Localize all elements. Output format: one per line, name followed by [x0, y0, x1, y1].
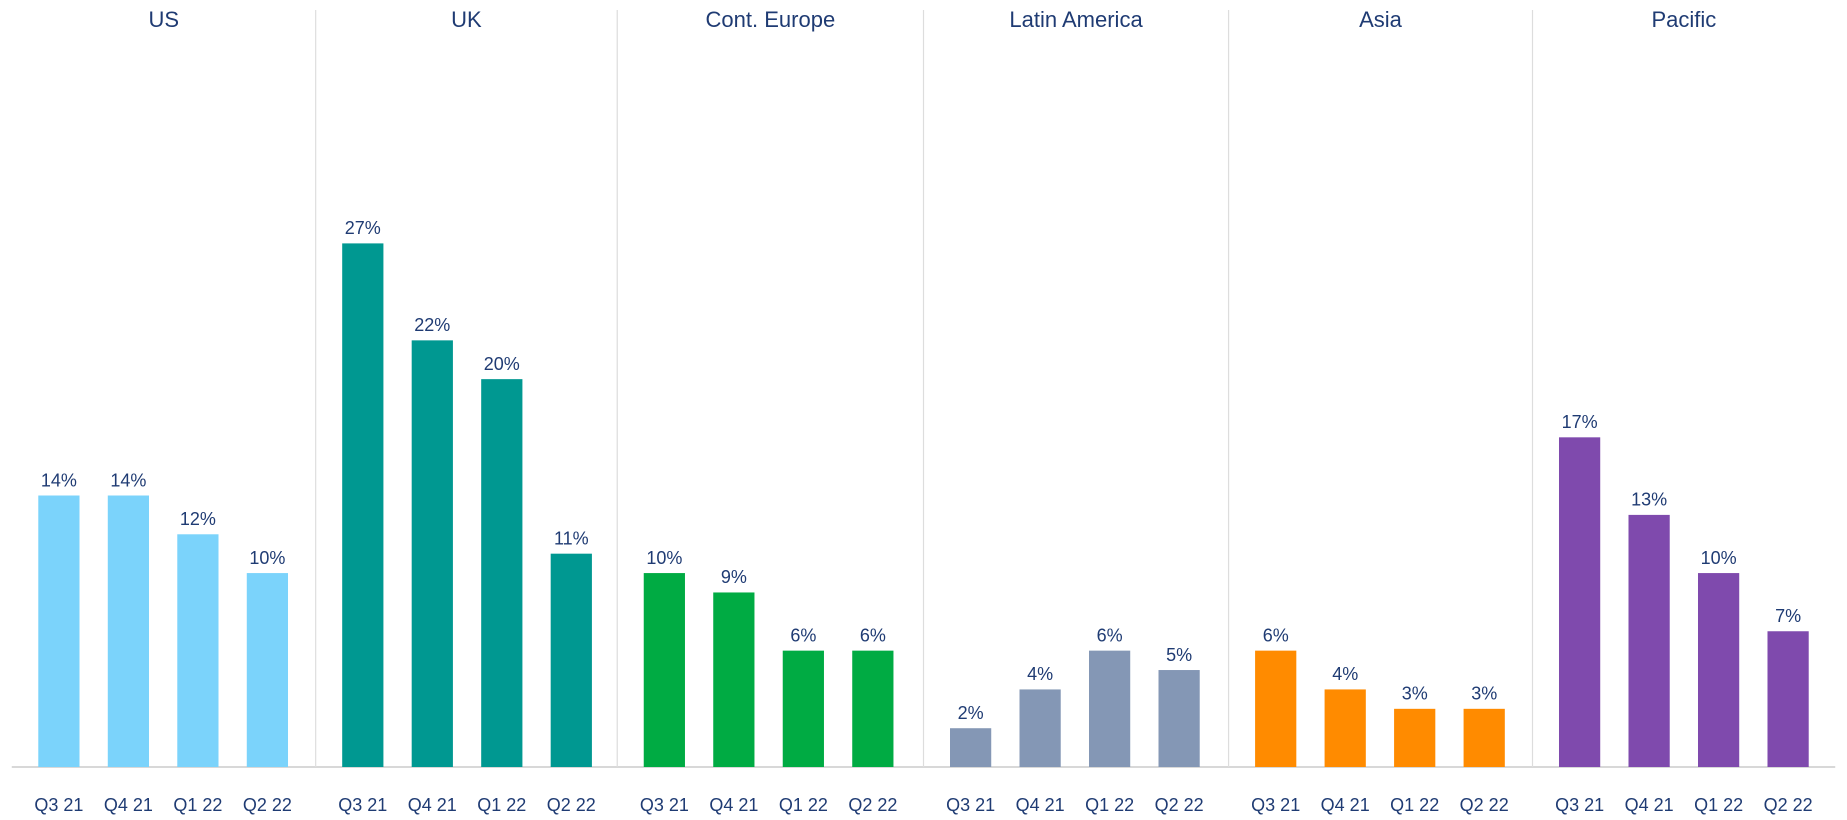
bar [1394, 708, 1436, 767]
value-label: 13% [1631, 490, 1667, 510]
bar [1767, 631, 1809, 767]
value-label: 10% [1701, 548, 1737, 568]
bar [1697, 573, 1740, 767]
x-tick-label: Q3 21 [946, 795, 995, 815]
value-label: 17% [1562, 412, 1598, 432]
x-tick-label: Q4 21 [1321, 795, 1370, 815]
value-label: 14% [41, 470, 77, 490]
bar [1558, 437, 1601, 767]
value-label: 27% [345, 218, 381, 238]
bar [782, 650, 824, 767]
bar [38, 495, 80, 767]
bar [177, 534, 219, 767]
x-tick-label: Q3 21 [1555, 795, 1604, 815]
x-tick-label: Q1 22 [1390, 795, 1439, 815]
value-label: 3% [1402, 684, 1428, 704]
value-label: 10% [646, 548, 682, 568]
x-tick-label: Q2 22 [1460, 795, 1509, 815]
panel-title: Latin America [1009, 7, 1143, 32]
x-tick-label: Q2 22 [1155, 795, 1204, 815]
value-label: 7% [1775, 606, 1801, 626]
value-label: 6% [860, 625, 886, 645]
bar [1255, 650, 1297, 767]
x-tick-label: Q1 22 [1085, 795, 1134, 815]
x-tick-label: Q1 22 [779, 795, 828, 815]
value-label: 6% [790, 625, 816, 645]
bar [550, 553, 592, 767]
value-label: 12% [180, 509, 216, 529]
value-label: 6% [1263, 625, 1289, 645]
value-label: 2% [958, 703, 984, 723]
x-tick-label: Q2 22 [848, 795, 897, 815]
x-tick-label: Q4 21 [1625, 795, 1674, 815]
bar [481, 379, 523, 767]
value-label: 9% [721, 567, 747, 587]
bar [852, 650, 894, 767]
x-tick-label: Q1 22 [173, 795, 222, 815]
x-tick-label: Q4 21 [709, 795, 758, 815]
bar [342, 243, 384, 768]
x-tick-label: Q4 21 [1016, 795, 1065, 815]
panel-title: Pacific [1651, 7, 1716, 32]
bar [246, 573, 289, 767]
bar [411, 340, 453, 767]
value-label: 10% [249, 548, 285, 568]
value-label: 5% [1166, 645, 1192, 665]
x-tick-label: Q4 21 [104, 795, 153, 815]
panel-title: Cont. Europe [706, 7, 836, 32]
value-label: 11% [554, 528, 589, 548]
value-label: 14% [110, 470, 146, 490]
x-tick-label: Q2 22 [243, 795, 292, 815]
value-label: 20% [484, 354, 520, 374]
value-label: 4% [1027, 664, 1053, 684]
value-label: 3% [1471, 684, 1497, 704]
x-tick-label: Q3 21 [640, 795, 689, 815]
panel-title: Asia [1359, 7, 1403, 32]
bar [713, 592, 755, 767]
value-label: 4% [1332, 664, 1358, 684]
x-tick-label: Q1 22 [477, 795, 526, 815]
bar [1019, 689, 1061, 767]
x-tick-label: Q1 22 [1694, 795, 1743, 815]
x-tick-label: Q3 21 [34, 795, 83, 815]
bar [950, 728, 992, 767]
panel-title: US [148, 7, 179, 32]
value-label: 22% [414, 315, 450, 335]
x-tick-label: Q2 22 [547, 795, 596, 815]
bar [1324, 689, 1366, 767]
bar [1463, 708, 1505, 767]
x-tick-label: Q2 22 [1764, 795, 1813, 815]
x-tick-label: Q3 21 [1251, 795, 1300, 815]
bar [1088, 650, 1131, 767]
bar [107, 495, 150, 767]
x-tick-label: Q4 21 [408, 795, 457, 815]
bar [1628, 514, 1670, 767]
value-label: 6% [1097, 625, 1123, 645]
bar [1158, 670, 1200, 767]
x-tick-label: Q3 21 [338, 795, 387, 815]
bar [643, 573, 685, 767]
panel-title: UK [451, 7, 482, 32]
